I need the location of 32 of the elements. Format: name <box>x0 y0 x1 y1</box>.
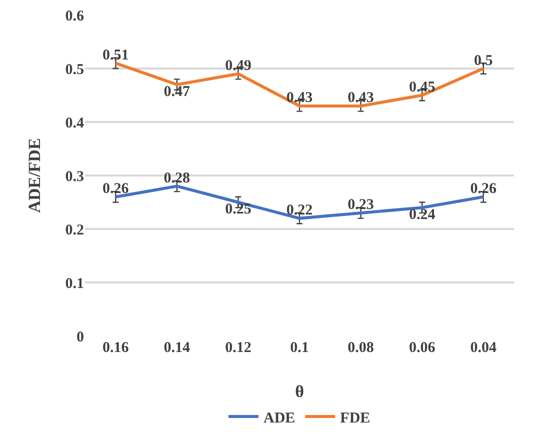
y-tick-label: 0.2 <box>65 222 84 238</box>
x-tick-label: 0.04 <box>470 340 497 356</box>
y-tick-label: 0.1 <box>65 276 84 292</box>
data-label: 0.25 <box>225 202 252 218</box>
y-tick-label: 0.6 <box>65 8 84 24</box>
x-tick-label: 0.1 <box>290 340 309 356</box>
data-label: 0.24 <box>408 206 436 223</box>
data-label: 0.22 <box>286 202 313 219</box>
y-tick-label: 0 <box>76 329 84 346</box>
y-tick-label: 0.4 <box>65 115 84 132</box>
data-label: 0.23 <box>348 197 374 214</box>
data-label: 0.51 <box>102 47 129 64</box>
data-label: 0.28 <box>164 170 190 186</box>
legend-label: ADE <box>264 410 296 426</box>
data-label: 0.26 <box>470 181 497 198</box>
x-tick-label: 0.16 <box>102 340 130 356</box>
x-tick-label: 0.08 <box>348 340 374 356</box>
data-label: 0.26 <box>102 181 130 198</box>
y-tick-label: 0.5 <box>65 62 84 78</box>
data-label: 0.5 <box>474 52 493 69</box>
x-axis-title: θ <box>295 382 304 401</box>
y-axis-title: ADE/FDE <box>24 138 44 213</box>
x-tick-label: 0.12 <box>225 340 252 356</box>
legend-label: FDE <box>340 410 370 426</box>
x-tick-label: 0.14 <box>164 340 191 356</box>
data-label: 0.43 <box>286 90 313 106</box>
data-label: 0.49 <box>225 58 252 74</box>
x-tick-label: 0.06 <box>408 340 436 356</box>
data-label: 0.45 <box>408 80 436 96</box>
y-tick-label: 0.3 <box>65 168 84 185</box>
data-label: 0.47 <box>164 84 191 100</box>
data-label: 0.43 <box>348 90 374 106</box>
